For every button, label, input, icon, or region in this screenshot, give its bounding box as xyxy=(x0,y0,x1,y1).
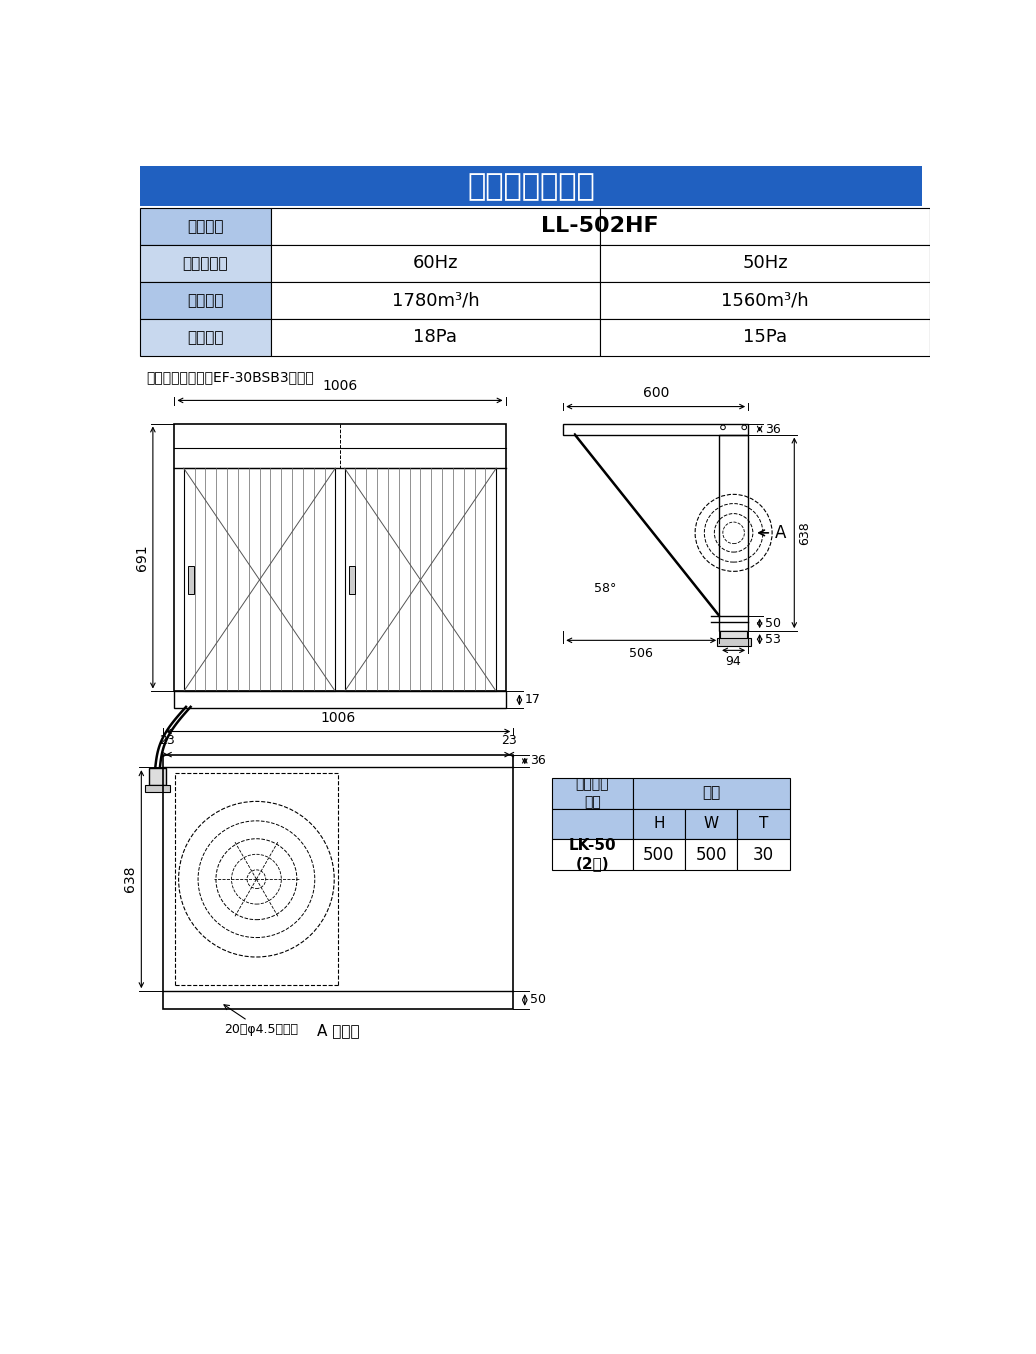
Bar xyxy=(149,769,166,785)
Text: 500: 500 xyxy=(643,846,674,864)
Bar xyxy=(685,808,738,839)
Text: LL-502HF: LL-502HF xyxy=(542,217,659,237)
Circle shape xyxy=(739,639,745,646)
Bar xyxy=(145,785,170,792)
Text: 36: 36 xyxy=(530,754,546,768)
Bar xyxy=(189,566,194,593)
Bar xyxy=(140,167,922,206)
Text: 50: 50 xyxy=(530,994,546,1006)
Text: 94: 94 xyxy=(726,655,742,668)
Text: グリスフィルタ: グリスフィルタ xyxy=(467,172,595,200)
Text: 電力周波数: 電力周波数 xyxy=(182,256,228,271)
Bar xyxy=(270,282,600,318)
Text: 風　　量: 風 量 xyxy=(186,292,224,307)
Bar xyxy=(270,209,600,245)
Text: 1780m³/h: 1780m³/h xyxy=(392,291,480,309)
Bar xyxy=(600,282,930,318)
Bar xyxy=(717,638,750,646)
Bar xyxy=(738,839,789,871)
Bar xyxy=(174,424,506,692)
Bar xyxy=(183,468,336,692)
Bar xyxy=(140,245,270,282)
Text: 1006: 1006 xyxy=(322,379,357,394)
Text: 638: 638 xyxy=(123,867,138,892)
Text: 50Hz: 50Hz xyxy=(742,255,787,272)
Text: W: W xyxy=(703,816,719,831)
Text: 23: 23 xyxy=(501,734,517,747)
Text: 20－φ4.5取付穴: 20－φ4.5取付穴 xyxy=(224,1005,298,1036)
Bar xyxy=(738,808,789,839)
Text: 15Pa: 15Pa xyxy=(743,328,787,347)
Text: 60Hz: 60Hz xyxy=(412,255,458,272)
Bar xyxy=(163,754,513,1009)
Bar xyxy=(552,839,633,871)
Bar xyxy=(345,468,496,692)
Text: 1006: 1006 xyxy=(320,711,355,724)
Bar xyxy=(719,435,748,631)
Text: 型　　式: 型 式 xyxy=(186,219,224,234)
Bar xyxy=(552,777,633,808)
Text: 50: 50 xyxy=(765,617,781,630)
Bar xyxy=(270,318,600,356)
Text: フィルタ
型式: フィルタ 型式 xyxy=(575,777,609,808)
Bar xyxy=(564,424,748,435)
Text: 寸法: 寸法 xyxy=(702,785,720,800)
Text: 500: 500 xyxy=(695,846,727,864)
Text: LK-50
(2枚): LK-50 (2枚) xyxy=(569,838,616,872)
Bar xyxy=(600,209,930,245)
Bar xyxy=(552,808,633,839)
Text: 静　　圧: 静 圧 xyxy=(186,330,224,345)
Bar xyxy=(140,209,270,245)
Text: 691: 691 xyxy=(135,544,149,571)
Bar xyxy=(633,777,789,808)
Text: 18Pa: 18Pa xyxy=(413,328,458,347)
Text: 600: 600 xyxy=(642,386,669,399)
Bar xyxy=(633,808,685,839)
Bar xyxy=(140,282,270,318)
Text: 注）風量・静圧はEF-30BSB3使用時: 注）風量・静圧はEF-30BSB3使用時 xyxy=(146,370,314,385)
Bar xyxy=(174,692,506,708)
Text: 53: 53 xyxy=(765,632,781,646)
Text: 506: 506 xyxy=(629,646,653,659)
Bar xyxy=(600,318,930,356)
Bar xyxy=(685,839,738,871)
Text: A 矢視図: A 矢視図 xyxy=(317,1022,359,1037)
Bar xyxy=(140,318,270,356)
Text: 36: 36 xyxy=(765,422,781,436)
Text: T: T xyxy=(758,816,768,831)
Text: A: A xyxy=(775,524,786,542)
Text: 17: 17 xyxy=(525,693,541,707)
Text: 638: 638 xyxy=(798,521,811,544)
Bar xyxy=(720,631,747,639)
Text: 30: 30 xyxy=(753,846,774,864)
Text: 23: 23 xyxy=(159,734,175,747)
Bar xyxy=(600,245,930,282)
Bar xyxy=(633,839,685,871)
Circle shape xyxy=(723,639,729,646)
Text: 58°: 58° xyxy=(595,582,616,596)
Text: 1560m³/h: 1560m³/h xyxy=(721,291,809,309)
Text: H: H xyxy=(653,816,664,831)
Bar xyxy=(270,245,600,282)
Bar xyxy=(349,566,354,593)
